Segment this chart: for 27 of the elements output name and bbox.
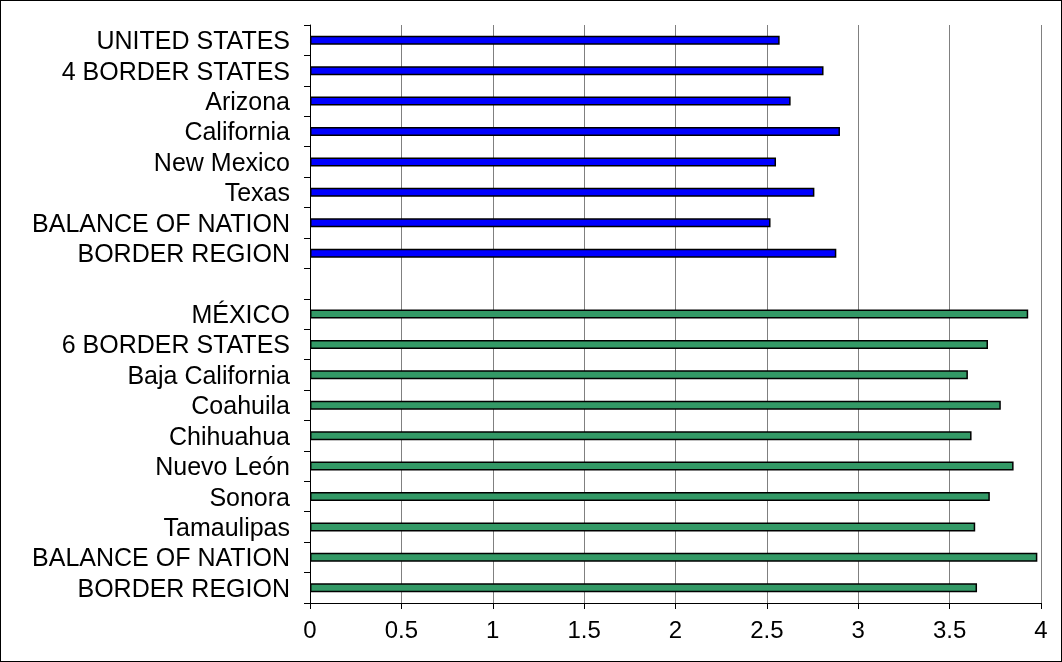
x-tick-label: 2.5: [750, 615, 784, 643]
y-tick-label: BORDER REGION: [77, 573, 290, 602]
x-tick-label: 1: [486, 615, 500, 643]
y-tick-label: California: [184, 117, 291, 146]
y-tick-label: 4 BORDER STATES: [61, 56, 290, 85]
y-tick-label: Nuevo León: [155, 452, 290, 481]
x-tick-label: 2: [668, 615, 683, 643]
y-tick-label: BALANCE OF NATION: [32, 208, 290, 237]
x-tick-label: 1.5: [567, 615, 601, 643]
y-tick-label: Texas: [224, 178, 290, 207]
y-tick-label: New Mexico: [153, 147, 290, 176]
y-tick-label: BORDER REGION: [77, 239, 290, 268]
y-tick-label: Sonora: [209, 482, 291, 511]
y-tick-label: BALANCE OF NATION: [32, 543, 290, 572]
y-tick-label: 6 BORDER STATES: [61, 330, 290, 359]
y-tick-label: Baja California: [127, 360, 291, 389]
x-tick-label: 4: [1034, 615, 1048, 643]
y-tick-label: MÉXICO: [191, 300, 290, 328]
y-tick-label: Tamaulipas: [163, 512, 290, 541]
x-tick-label: 3: [851, 615, 865, 643]
x-tick-label: 3.5: [932, 615, 967, 643]
x-tick-label: 0.5: [384, 615, 419, 643]
y-tick-label: Chihuahua: [169, 421, 291, 450]
y-tick-label: Arizona: [205, 87, 291, 116]
y-tick-label: UNITED STATES: [96, 26, 290, 55]
y-tick-label: Coahuila: [191, 391, 291, 420]
x-tick-label: 0: [303, 615, 317, 643]
